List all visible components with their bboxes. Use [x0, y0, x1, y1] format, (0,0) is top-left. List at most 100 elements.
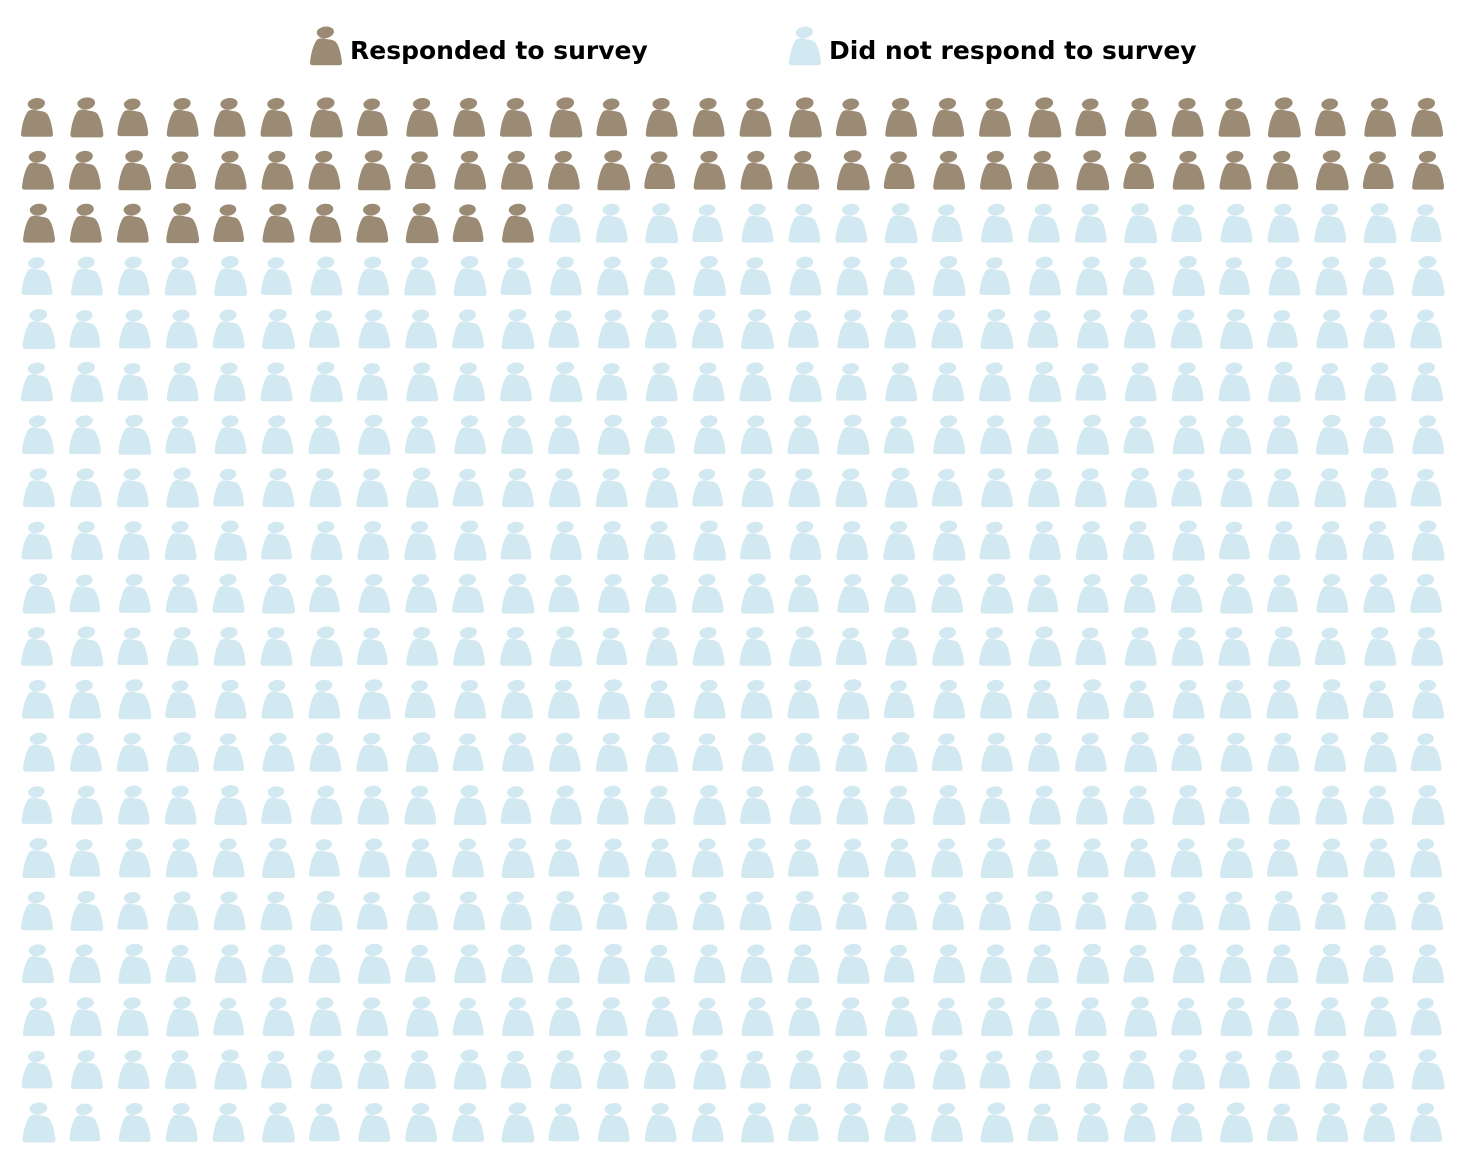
not-responded-person-icon — [501, 837, 535, 878]
responded-person-icon — [261, 150, 294, 190]
not-responded-person-icon — [452, 309, 485, 349]
not-responded-person-icon — [789, 785, 822, 825]
not-responded-person-icon — [1267, 203, 1300, 243]
not-responded-person-icon — [118, 838, 151, 878]
not-responded-person-icon — [70, 890, 104, 931]
not-responded-person-icon — [1171, 997, 1203, 1036]
not-responded-person-icon — [22, 944, 54, 984]
not-responded-person-icon — [214, 1049, 248, 1090]
not-responded-person-icon — [358, 1103, 391, 1142]
not-responded-person-icon — [1028, 626, 1062, 667]
not-responded-person-icon — [261, 679, 294, 719]
not-responded-person-icon — [454, 944, 487, 984]
legend-item-responded: Responded to survey — [310, 26, 648, 66]
not-responded-person-icon — [979, 521, 1011, 560]
not-responded-person-icon — [1028, 256, 1061, 296]
not-responded-person-icon — [644, 574, 677, 613]
not-responded-person-icon — [1363, 203, 1397, 244]
not-responded-person-icon — [1123, 944, 1155, 983]
not-responded-person-icon — [1363, 574, 1396, 613]
not-responded-person-icon — [835, 363, 867, 401]
not-responded-person-icon — [69, 310, 101, 348]
not-responded-person-icon — [739, 626, 772, 666]
not-responded-person-icon — [309, 361, 343, 402]
not-responded-person-icon — [1122, 256, 1155, 296]
not-responded-person-icon — [837, 574, 870, 613]
not-responded-person-icon — [23, 732, 55, 772]
not-responded-person-icon — [1220, 732, 1253, 772]
not-responded-person-icon — [500, 626, 532, 666]
not-responded-person-icon — [933, 415, 966, 455]
not-responded-person-icon — [1026, 415, 1059, 455]
not-responded-person-icon — [645, 891, 678, 931]
responded-person-icon — [213, 97, 246, 137]
not-responded-person-icon — [212, 1103, 245, 1142]
not-responded-person-icon — [740, 786, 771, 824]
not-responded-person-icon — [1076, 414, 1110, 455]
responded-person-icon — [1028, 97, 1062, 138]
not-responded-person-icon — [693, 944, 726, 984]
not-responded-person-icon — [116, 732, 149, 772]
not-responded-person-icon — [548, 574, 580, 613]
not-responded-person-icon — [597, 679, 631, 720]
not-responded-person-icon — [596, 521, 629, 560]
responded-person-icon — [933, 150, 966, 190]
not-responded-person-icon — [932, 362, 965, 402]
not-responded-person-icon — [645, 203, 679, 244]
not-responded-person-icon — [644, 680, 676, 719]
not-responded-person-icon — [22, 679, 54, 719]
not-responded-person-icon — [1027, 997, 1060, 1037]
not-responded-person-icon — [1266, 944, 1299, 984]
responded-person-icon — [788, 97, 822, 138]
not-responded-person-icon — [596, 785, 629, 825]
not-responded-person-icon — [1314, 627, 1346, 666]
not-responded-person-icon — [213, 997, 245, 1036]
not-responded-person-icon — [310, 521, 343, 560]
not-responded-person-icon — [1076, 309, 1109, 349]
not-responded-person-icon — [212, 309, 245, 349]
not-responded-person-icon — [1027, 310, 1059, 348]
not-responded-person-icon — [1410, 204, 1442, 242]
not-responded-person-icon — [1411, 785, 1445, 826]
not-responded-person-icon — [1074, 468, 1107, 508]
not-responded-person-icon — [117, 627, 149, 666]
not-responded-person-icon — [1268, 1050, 1301, 1089]
not-responded-person-icon — [885, 362, 918, 402]
not-responded-person-icon — [212, 574, 245, 613]
responded-person-icon — [549, 97, 583, 138]
not-responded-person-icon — [1172, 944, 1205, 984]
not-responded-person-icon — [1075, 521, 1108, 560]
not-responded-person-icon — [1364, 362, 1397, 402]
not-responded-person-icon — [1410, 838, 1443, 878]
not-responded-person-icon — [405, 996, 439, 1037]
not-responded-person-icon — [741, 573, 774, 614]
not-responded-person-icon — [1411, 520, 1445, 561]
not-responded-person-icon — [308, 310, 340, 348]
not-responded-person-icon — [549, 361, 583, 402]
not-responded-person-icon — [1315, 943, 1349, 984]
not-responded-person-icon — [1027, 574, 1059, 613]
not-responded-person-icon — [595, 732, 628, 772]
not-responded-person-icon — [595, 997, 628, 1037]
not-responded-person-icon — [357, 521, 390, 560]
not-responded-person-icon — [118, 414, 152, 455]
responded-person-icon — [644, 151, 676, 190]
not-responded-person-icon — [308, 839, 340, 877]
not-responded-person-icon — [1219, 679, 1252, 719]
not-responded-person-icon — [1314, 892, 1346, 930]
not-responded-person-icon — [836, 1050, 869, 1089]
not-responded-person-icon — [404, 415, 436, 454]
not-responded-person-icon — [835, 997, 868, 1037]
not-responded-person-icon — [931, 1103, 964, 1142]
not-responded-person-icon — [883, 256, 916, 296]
not-responded-person-icon — [1124, 467, 1158, 508]
responded-person-icon — [1364, 97, 1397, 137]
not-responded-person-icon — [1124, 626, 1157, 666]
not-responded-person-icon — [21, 257, 53, 295]
not-responded-person-icon — [69, 574, 101, 613]
not-responded-person-icon — [1220, 997, 1253, 1037]
not-responded-person-icon — [116, 997, 149, 1037]
not-responded-person-icon — [260, 891, 293, 931]
not-responded-person-icon — [1171, 891, 1204, 931]
not-responded-person-icon — [309, 890, 343, 931]
